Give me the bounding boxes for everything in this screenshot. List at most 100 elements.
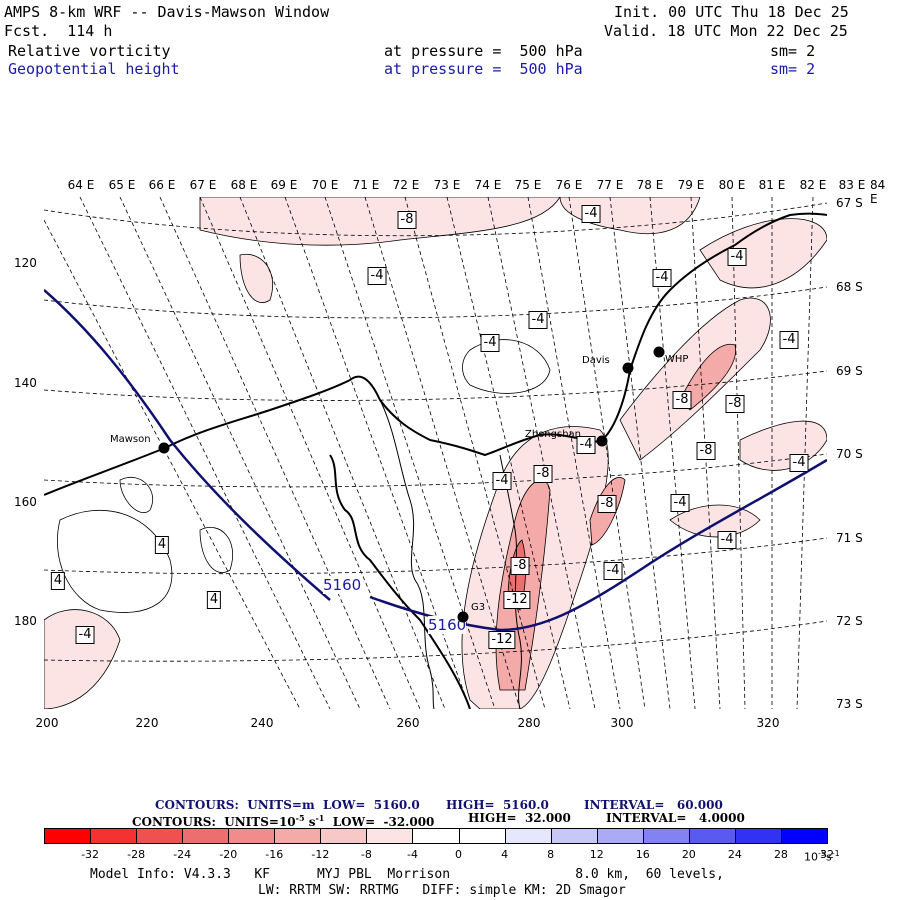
- colorbar-segment: [228, 828, 276, 844]
- vort-label: -8: [510, 557, 530, 575]
- vort-label: 4: [50, 572, 66, 590]
- colorbar-segment: [458, 828, 506, 844]
- vort-legend-contours: CONTOURS: UNITS=10-5 s-1 LOW= -32.000: [132, 810, 434, 831]
- colorbar-tick-label: -24: [173, 848, 192, 861]
- colorbar-segment: [642, 828, 690, 844]
- lon-label: 80 E: [718, 178, 746, 192]
- vort-label: -4: [717, 531, 737, 549]
- vort-units-s: s: [304, 815, 316, 829]
- lat-label: 68 S: [836, 280, 863, 294]
- colorbar-tick-label: -32: [81, 848, 100, 861]
- lat-label: 69 S: [836, 364, 863, 378]
- colorbar-segment: [366, 828, 414, 844]
- colorbar-tick-label: 32: [820, 848, 834, 861]
- coastline: [44, 212, 827, 709]
- height-contour-label: 5160: [323, 576, 362, 594]
- vort-label: -4: [789, 454, 809, 472]
- colorbar-segment: [44, 828, 92, 844]
- station-label-zhongshan: Zhongshan: [525, 429, 582, 440]
- colorbar-unit: 10-5s-1: [804, 845, 840, 866]
- ice-shelf-boundary: [379, 399, 522, 709]
- vort-label: 4: [206, 591, 222, 609]
- vort-units-exp: -5: [295, 813, 305, 823]
- field1-name: Relative vorticity: [8, 42, 171, 60]
- vort-legend-high: HIGH= 32.000: [468, 811, 571, 825]
- colorbar-tick-label: -16: [265, 848, 284, 861]
- field1-level: at pressure = 500 hPa: [384, 42, 583, 60]
- colorbar-tick-label: 24: [727, 848, 742, 861]
- colorbar-tick-label: 12: [589, 848, 604, 861]
- y-tick: 140: [14, 376, 37, 390]
- lat-grid: [44, 202, 827, 662]
- x-tick: 300: [610, 716, 634, 730]
- vort-low: LOW= -32.000: [324, 815, 435, 829]
- init-time: Init. 00 UTC Thu 18 Dec 25: [614, 3, 849, 21]
- colorbar: [44, 828, 828, 844]
- lon-label: 84 E: [870, 178, 886, 206]
- lon-label: 81 E: [758, 178, 786, 192]
- shade-band-core: [679, 343, 737, 411]
- vort-label: -4: [367, 267, 387, 285]
- colorbar-segment: [504, 828, 552, 844]
- lat-label: 71 S: [836, 531, 863, 545]
- lon-label: 64 E: [67, 178, 95, 192]
- station-marker-mawson: [158, 442, 170, 454]
- vort-label: -8: [672, 391, 692, 409]
- colorbar-tick-label: 28: [773, 848, 788, 861]
- lat-label: 72 S: [836, 614, 863, 628]
- vort-label: -4: [603, 562, 623, 580]
- vort-label: -4: [727, 248, 747, 266]
- lon-label: 65 E: [108, 178, 136, 192]
- vort-label: -8: [725, 395, 745, 413]
- colorbar-segment: [274, 828, 322, 844]
- vort-label: -12: [488, 631, 516, 649]
- lon-label: 71 E: [352, 178, 380, 192]
- vort-label: -4: [670, 494, 690, 512]
- colorbar-segment: [734, 828, 782, 844]
- x-tick: 320: [756, 716, 780, 730]
- vort-label: -4: [779, 331, 799, 349]
- lon-label: 68 E: [230, 178, 258, 192]
- shade-nw-blob: [239, 253, 273, 303]
- cb-unit-exp2: -1: [831, 849, 840, 858]
- x-tick: 260: [396, 716, 420, 730]
- cb-unit-s: s: [825, 850, 832, 864]
- colorbar-tick-label: -20: [219, 848, 238, 861]
- vort-legend-interval: INTERVAL= 4.0000: [606, 811, 745, 825]
- y-tick: 180: [14, 614, 37, 628]
- field2-sm: sm= 2: [770, 60, 816, 78]
- y-tick: 120: [14, 256, 37, 270]
- vort-label: -4: [492, 472, 512, 490]
- y-tick: 160: [14, 495, 37, 509]
- lon-label: 74 E: [474, 178, 502, 192]
- lon-label: 82 E: [799, 178, 827, 192]
- forecast-hour: Fcst. 114 h: [4, 22, 113, 40]
- lon-label: 67 E: [189, 178, 217, 192]
- lon-label: 72 E: [392, 178, 420, 192]
- height-legend-interval: INTERVAL= 60.000: [584, 798, 723, 812]
- field2-level: at pressure = 500 hPa: [384, 60, 583, 78]
- vort-label: -4: [480, 334, 500, 352]
- station-marker-davis: [622, 362, 634, 374]
- station-marker-zhongshan: [596, 435, 608, 447]
- field1-sm: sm= 2: [770, 42, 816, 60]
- vort-label: -8: [597, 495, 617, 513]
- colorbar-segment: [182, 828, 230, 844]
- station-marker-g3: [457, 611, 469, 623]
- colorbar-tick-label: -28: [127, 848, 146, 861]
- shade-east: [699, 218, 827, 289]
- cb-unit-exp: -5: [818, 849, 826, 858]
- colorbar-tick-label: 4: [501, 848, 509, 861]
- colorbar-segment: [136, 828, 184, 844]
- model-title: AMPS 8-km WRF -- Davis-Mawson Window: [4, 3, 330, 21]
- vort-label: 4: [154, 536, 170, 554]
- x-tick: 200: [35, 716, 59, 730]
- colorbar-segment: [780, 828, 828, 844]
- vort-label: -4: [75, 626, 95, 644]
- station-label-davis: Davis: [582, 355, 610, 366]
- colorbar-segment: [412, 828, 460, 844]
- vort-label: -4: [581, 205, 601, 223]
- lon-label: 66 E: [148, 178, 176, 192]
- shade-sw: [44, 609, 121, 709]
